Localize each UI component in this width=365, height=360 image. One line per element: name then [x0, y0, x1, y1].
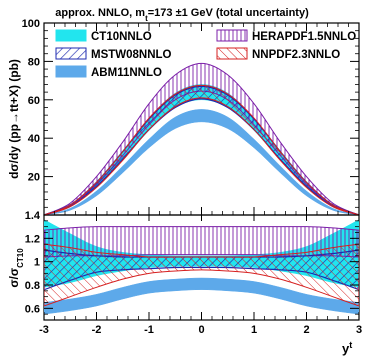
legend-label-abm11nnlo: ABM11NNLO — [91, 67, 162, 79]
x-axis-label-superscript: t — [349, 340, 352, 350]
legend-label-ct10nnlo: CT10NNLO — [91, 31, 152, 43]
legend-swatch-ct10nnlo — [55, 29, 87, 42]
legend-swatch-nnpdf2-3nnlo — [216, 47, 248, 60]
legend-label-herapdf1-5nnlo: HERAPDF1.5NNLO — [252, 31, 356, 43]
band-ratio-herapdf1-5nnlo — [44, 226, 359, 258]
legend-swatch-mstw08nnlo — [55, 47, 87, 60]
y-axis-label-bottom-main: σ/σ — [7, 268, 21, 288]
y-tick-label-top: 60 — [28, 95, 40, 107]
axes-ticks: -3 -2 -1 0 1 2 3 20 40 60 80 100 0.6 0.8 1 1.2 1.4 — [22, 18, 362, 336]
chart-title: approx. NNLO, mt=173 ±1 GeV (total uncer… — [55, 7, 309, 23]
x-axis-label: yt — [342, 340, 352, 356]
x-tick-label: -2 — [92, 324, 102, 336]
title-subscript: t — [145, 14, 148, 23]
legend-label-mstw08nnlo: MSTW08NNLO — [91, 49, 172, 61]
x-tick-label: 0 — [198, 324, 204, 336]
legend-swatch-abm11nnlo — [55, 65, 87, 78]
y-tick-label-top: 20 — [28, 172, 40, 184]
x-axis-label-main: y — [342, 341, 350, 356]
legend-swatch-herapdf1-5nnlo — [216, 29, 248, 42]
top-bands — [43, 62, 360, 216]
y-tick-label-bottom: 1 — [34, 257, 40, 269]
band-ratio-abm11nnlo — [44, 277, 359, 315]
x-tick-label: 3 — [356, 324, 362, 336]
legend-label-nnpdf2-3nnlo: NNPDF2.3NNLO — [252, 49, 340, 61]
y-tick-label-top: 40 — [28, 133, 40, 145]
x-tick-label: 2 — [303, 324, 309, 336]
title-main: approx. NNLO, m — [55, 7, 145, 19]
x-tick-label: -1 — [144, 324, 154, 336]
band-ratio-nnpdf2-3nnlo — [44, 243, 359, 307]
title-suffix: =173 ±1 GeV (total uncertainty) — [148, 7, 309, 19]
y-axis-label-top: dσ/dy (pp→tt+X) (pb) — [7, 59, 21, 179]
legend: CT10NNLO HERAPDF1.5NNLO MSTW08NNLO NNPDF2.3… — [55, 29, 356, 79]
x-tick-label: 1 — [251, 324, 257, 336]
x-tick-label: -3 — [39, 324, 49, 336]
bottom-bands — [44, 219, 359, 315]
y-tick-label-bottom: 0.8 — [25, 280, 40, 292]
y-tick-label-top: 100 — [22, 18, 40, 30]
y-tick-label-top: 80 — [28, 56, 40, 68]
y-tick-label-bottom: 1.4 — [25, 210, 41, 222]
y-axis-label-bottom: σ/σCT10 — [7, 248, 25, 288]
y-tick-label-bottom: 1.2 — [25, 233, 40, 245]
band-top-abm11nnlo — [43, 109, 360, 216]
y-tick-label-bottom: 0.6 — [25, 303, 40, 315]
y-axis-label-bottom-subscript: CT10 — [16, 248, 25, 268]
